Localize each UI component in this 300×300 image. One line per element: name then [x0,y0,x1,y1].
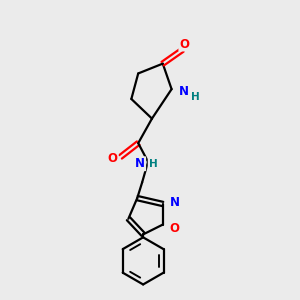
Text: N: N [179,85,189,98]
Text: N: N [169,196,179,208]
Text: O: O [179,38,189,50]
Text: O: O [108,152,118,165]
Text: N: N [135,157,145,170]
Text: O: O [169,222,179,235]
Text: H: H [148,159,157,169]
Text: H: H [191,92,200,102]
